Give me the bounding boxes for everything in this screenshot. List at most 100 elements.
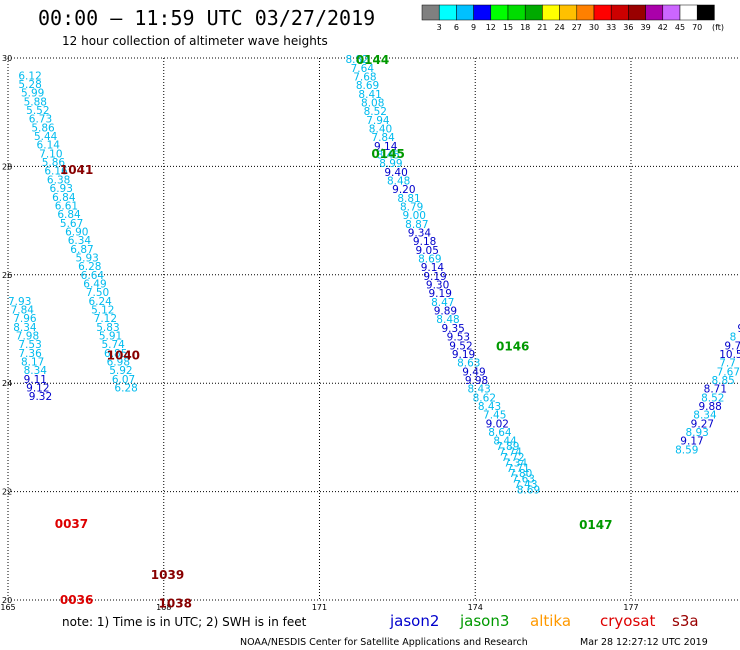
pass-label: 1038 <box>159 597 192 611</box>
color-legend: 3 6 9 12 15 18 21 24 27 30 33 36 39 42 45 70 <box>421 4 715 32</box>
swh-value: 8.08 <box>361 97 384 109</box>
swh-value: 6.14 <box>37 140 61 152</box>
legend-tick-label: 15 <box>503 23 513 32</box>
x-tick-label: 177 <box>623 603 638 612</box>
legend-swatch <box>662 4 681 21</box>
swh-value: 7.80 <box>509 468 532 480</box>
swh-value: 9.40 <box>384 167 407 179</box>
swh-value: 8.63 <box>457 358 480 370</box>
swh-value: 9.02 <box>486 418 509 430</box>
legend-tick-label: 24 <box>555 23 565 32</box>
swh-value: 8.69 <box>418 254 441 266</box>
swh-value: 8.34 <box>693 410 717 422</box>
y-tick-label: 24 <box>2 379 12 388</box>
swh-value: 5.28 <box>18 79 41 91</box>
pass-labels: 0144 0145 0146 0147 1041 1040 1039 1038 0037 0036 <box>55 53 613 611</box>
legend-swatch <box>610 4 629 21</box>
swh-value: 7.43 <box>514 479 537 491</box>
legend-tick-label: 12 <box>486 23 496 32</box>
legend-swatch <box>490 4 509 21</box>
x-tick-label: 174 <box>468 603 483 612</box>
swh-value: 7.96 <box>13 313 37 325</box>
satellite-cryosat: cryosat <box>600 612 655 630</box>
legend-tick-label: 21 <box>537 23 547 32</box>
swh-value: 6.90 <box>65 226 88 238</box>
legend-swatch <box>576 4 595 21</box>
pass-label: 1041 <box>60 163 93 177</box>
swh-value: 9.19 <box>429 288 452 300</box>
swh-value: 6.73 <box>29 114 52 126</box>
swh-value: 9.05 <box>416 245 439 257</box>
swh-value: 5.52 <box>26 105 49 117</box>
footer-credit: NOAA/NESDIS Center for Satellite Applica… <box>240 637 528 648</box>
swh-value: 6.93 <box>50 183 73 195</box>
swh-value: 9.00 <box>403 210 426 222</box>
swh-value: 9.52 <box>449 340 472 352</box>
swh-value: 6.84 <box>52 192 76 204</box>
swh-value: 5.83 <box>96 322 119 334</box>
swh-value: 6.49 <box>83 278 106 290</box>
swh-value: 8.93 <box>685 427 708 439</box>
y-tick-label: 30 <box>2 54 12 63</box>
pass-label: 0146 <box>496 339 529 353</box>
swh-value: 8.43 <box>478 401 501 413</box>
swh-value: 6.85 <box>104 348 127 360</box>
swh-value: 8.44 <box>493 436 517 448</box>
swh-value: 5.91 <box>99 331 122 343</box>
footer-note: note: 1) Time is in UTC; 2) SWH is in fe… <box>62 615 307 629</box>
swh-value: 9.27 <box>691 418 714 430</box>
swh-value: 6.16 <box>44 166 68 178</box>
swh-value: 8.41 <box>358 89 381 101</box>
swh-value: 8.59 <box>675 444 698 456</box>
legend-swatch <box>456 4 474 21</box>
swh-value: 9.98 <box>465 375 488 387</box>
swh-value: 5.86 <box>42 157 66 169</box>
swh-value: 9.89 <box>434 306 457 318</box>
footer-timestamp: Mar 28 12:27:12 UTC 2019 <box>580 637 708 648</box>
y-tick-label: 28 <box>2 162 12 171</box>
swh-value: 8.85 <box>711 375 734 387</box>
swh-values: 8.827.647.688.698.418.088.527.948.407.84… <box>8 54 740 496</box>
swh-value: 9 <box>737 323 740 335</box>
swh-value: 6.87 <box>70 244 93 256</box>
swh-value: 6.98 <box>107 357 130 369</box>
swh-value: 9.14 <box>374 141 398 153</box>
swh-value: 7.63 <box>512 474 535 486</box>
legend-tick-label: 3 <box>437 23 442 32</box>
legend-tick-label: 70 <box>692 23 702 32</box>
x-tick-label: 171 <box>312 603 327 612</box>
swh-value: 7.72 <box>501 452 524 464</box>
legend-tick-label: 33 <box>606 23 616 32</box>
x-tick-label: 165 <box>0 603 15 612</box>
swh-value: 8.87 <box>405 219 428 231</box>
swh-value: 6.34 <box>68 235 92 247</box>
pass-label: 0147 <box>579 518 612 532</box>
swh-value: 7.89 <box>496 441 519 453</box>
swh-value: 8.45 <box>377 149 400 161</box>
swh-value: 7.93 <box>8 296 31 308</box>
swh-value: 6.38 <box>47 174 70 186</box>
legend-tick-label: 18 <box>520 23 530 32</box>
swh-value: 6.24 <box>88 296 112 308</box>
swh-value: 8.62 <box>473 392 496 404</box>
swh-value: 9.88 <box>698 401 721 413</box>
legend-swatch <box>628 4 646 21</box>
swh-value: 7.10 <box>39 148 62 160</box>
swh-value: 8.81 <box>397 193 420 205</box>
swh-value: 7.7 <box>719 358 736 370</box>
swh-value: 5.12 <box>91 304 114 316</box>
swh-value: 7.67 <box>717 366 740 378</box>
swh-value: 7.64 <box>351 63 375 75</box>
swh-value: 6.64 <box>81 270 105 282</box>
swh-value: 8 <box>730 332 737 344</box>
pass-label: 0037 <box>55 517 88 531</box>
swh-value: 5.67 <box>60 218 83 230</box>
legend-tick-label: 30 <box>589 23 599 32</box>
swh-value: 8.48 <box>387 175 410 187</box>
legend-swatch <box>645 4 664 21</box>
swh-value: 7.94 <box>366 115 390 127</box>
swh-value: 7.71 <box>506 463 529 475</box>
swh-value: 5.93 <box>75 252 98 264</box>
legend-swatch <box>473 4 492 21</box>
